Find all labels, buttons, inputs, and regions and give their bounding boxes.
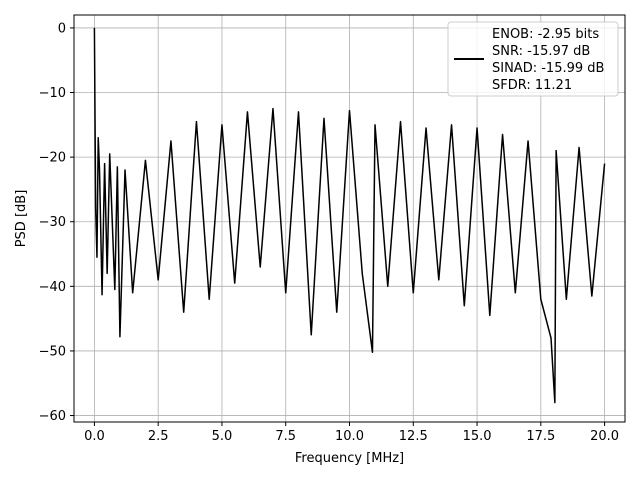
y-tick-label: −20: [39, 151, 66, 166]
legend-sinad: SINAD: -15.99 dB: [492, 61, 604, 76]
legend-sfdr: SFDR: 11.21: [492, 78, 572, 93]
legend-snr: SNR: -15.97 dB: [492, 44, 590, 59]
x-tick-label: 15.0: [463, 429, 492, 444]
y-tick-label: −50: [39, 344, 66, 359]
y-tick-label: −40: [39, 280, 66, 295]
x-axis-label: Frequency [MHz]: [295, 451, 404, 466]
legend-enob: ENOB: -2.95 bits: [492, 27, 599, 42]
x-tick-label: 12.5: [399, 429, 428, 444]
x-tick-label: 17.5: [526, 429, 555, 444]
series-layer: [93, 27, 606, 404]
x-axis: 0.0 2.5 5.0 7.5 10.0 12.5 15.0 17.5 20.0: [84, 422, 619, 444]
y-axis: 0 −10 −20 −30 −40 −50 −60: [39, 21, 74, 424]
y-tick-label: −60: [39, 409, 66, 424]
legend: ENOB: -2.95 bits SNR: -15.97 dB SINAD: -…: [447, 21, 619, 97]
x-tick-label: 5.0: [212, 429, 233, 444]
x-tick-label: 10.0: [335, 429, 364, 444]
psd-series-line: [93, 27, 606, 404]
x-tick-label: 2.5: [148, 429, 169, 444]
x-tick-label: 7.5: [275, 429, 296, 444]
y-tick-label: 0: [58, 21, 66, 36]
legend-box: [447, 21, 619, 97]
x-tick-label: 20.0: [590, 429, 619, 444]
x-tick-label: 0.0: [84, 429, 105, 444]
y-tick-label: −30: [39, 215, 66, 230]
y-tick-label: −10: [39, 86, 66, 101]
y-axis-label: PSD [dB]: [14, 190, 29, 248]
